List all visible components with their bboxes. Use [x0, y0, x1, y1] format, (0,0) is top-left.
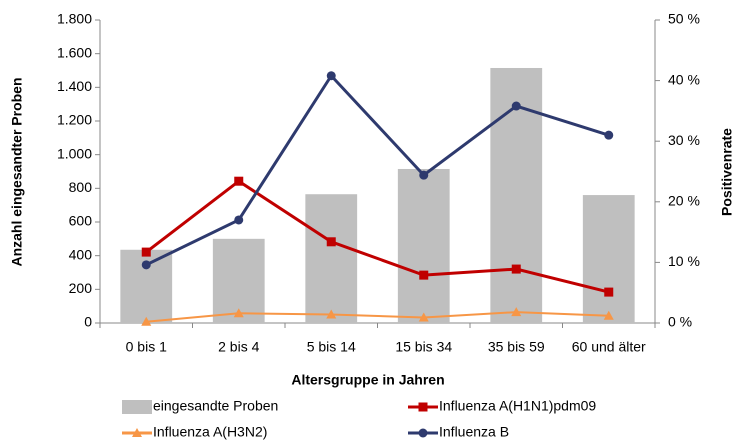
- x-tick-label: 15 bis 34: [395, 339, 452, 355]
- point: [604, 287, 614, 297]
- point: [603, 310, 614, 320]
- y-tick-label: 200: [69, 280, 93, 296]
- y-tick-label: 1.200: [57, 112, 92, 128]
- legend-label: Influenza A(H1N1)pdm09: [439, 398, 596, 414]
- y2-tick-label: 10 %: [668, 253, 700, 269]
- y2-tick-label: 20 %: [668, 193, 700, 209]
- point: [326, 237, 336, 247]
- legend-marker: [418, 402, 428, 412]
- x-tick-label: 5 bis 14: [307, 339, 356, 355]
- legend-label: Influenza B: [439, 424, 509, 440]
- x-axis-title: Altersgruppe in Jahren: [291, 372, 444, 388]
- point: [326, 71, 336, 81]
- point: [141, 260, 151, 270]
- legend-marker: [418, 428, 428, 438]
- y-tick-label: 0: [84, 314, 92, 330]
- point: [511, 307, 522, 317]
- point: [604, 130, 614, 140]
- bar: [305, 194, 358, 323]
- bar: [582, 195, 635, 323]
- y-tick-label: 600: [69, 213, 93, 229]
- x-tick-label: 35 bis 59: [488, 339, 545, 355]
- point: [419, 170, 429, 180]
- y2-tick-label: 30 %: [668, 132, 700, 148]
- y-tick-label: 1.400: [57, 78, 92, 94]
- y-tick-label: 800: [69, 179, 93, 195]
- y-tick-label: 1.800: [57, 11, 92, 27]
- line: [145, 179, 610, 294]
- point: [511, 264, 521, 274]
- x-tick-label: 2 bis 4: [218, 339, 259, 355]
- x-tick-label: 0 bis 1: [126, 339, 167, 355]
- point: [511, 101, 521, 111]
- point: [141, 247, 151, 257]
- y2-tick-label: 50 %: [668, 11, 700, 27]
- y2-tick-label: 0 %: [668, 314, 692, 330]
- y-tick-label: 400: [69, 246, 93, 262]
- point: [233, 308, 244, 318]
- y-axis-title: Anzahl eingesandter Proben: [9, 77, 25, 266]
- y2-axis-title: Positivenrate: [719, 128, 735, 216]
- y-tick-label: 1.600: [57, 44, 92, 60]
- x-tick-label: 60 und älter: [572, 339, 646, 355]
- bar: [397, 168, 450, 323]
- point: [234, 215, 244, 225]
- legend-label: eingesandte Proben: [153, 398, 278, 414]
- line: [146, 311, 609, 323]
- y2-tick-label: 40 %: [668, 71, 700, 87]
- line: [145, 73, 610, 267]
- point: [326, 309, 337, 319]
- legend-label: Influenza A(H3N2): [153, 424, 267, 440]
- point: [141, 316, 152, 326]
- point: [418, 312, 429, 322]
- legend-marker: [132, 428, 142, 437]
- point: [419, 270, 429, 280]
- legend-swatch: [122, 400, 152, 414]
- y-tick-label: 1.000: [57, 145, 92, 161]
- point: [234, 176, 244, 186]
